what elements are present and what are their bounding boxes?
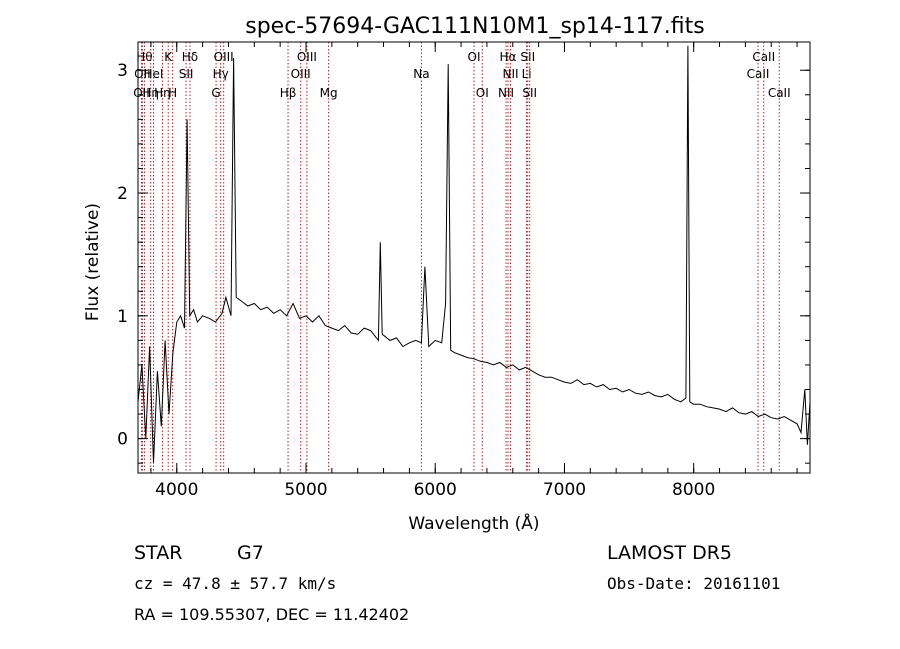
marker-label-10: G — [211, 86, 220, 100]
marker-label-25: SII — [522, 86, 537, 100]
marker-label-16: Mg — [320, 86, 338, 100]
y-axis-label: Flux (relative) — [83, 203, 103, 321]
marker-label-3: Hη — [142, 86, 159, 100]
marker-label-7: H — [168, 86, 177, 100]
marker-label-4: HeI — [144, 67, 164, 81]
obs-date: Obs-Date: 20161101 — [607, 574, 780, 593]
x-tick-label-0: 4000 — [155, 480, 198, 500]
marker-label-14: OIII — [291, 67, 311, 81]
y-tick-label-2: 2 — [117, 184, 128, 204]
coordinates-text: RA = 109.55307, DEC = 11.42402 — [134, 605, 409, 624]
marker-label-12: OIII — [214, 50, 234, 64]
redshift-text: cz = 47.8 ± 57.7 km/s — [134, 574, 336, 593]
x-axis: 4000 5000 6000 7000 8000 — [150, 42, 798, 500]
marker-label-13: Hβ — [280, 86, 297, 100]
x-tick-label-4: 8000 — [672, 480, 715, 500]
marker-label-6: K — [164, 50, 173, 64]
marker-label-0: Hθ — [136, 50, 152, 64]
marker-label-27: CaII — [752, 50, 775, 64]
marker-label-2: OII — [133, 86, 150, 100]
marker-label-19: OI — [476, 86, 489, 100]
marker-label-8: SII — [179, 67, 194, 81]
marker-label-9: Hδ — [182, 50, 198, 64]
x-tick-label-2: 6000 — [414, 480, 457, 500]
marker-label-17: Na — [413, 67, 429, 81]
spectrum-series — [137, 45, 811, 464]
survey-name: LAMOST DR5 — [607, 542, 732, 564]
plot-frame — [137, 41, 811, 474]
marker-label-26: CaII — [747, 67, 770, 81]
marker-label-18: OI — [468, 50, 481, 64]
spectrum-line-0 — [137, 45, 811, 464]
y-tick-label-3: 3 — [117, 61, 128, 81]
marker-label-5: Hη — [154, 86, 171, 100]
marker-label-15: OIII — [297, 50, 317, 64]
marker-label-28: CaII — [768, 86, 791, 100]
object-class: STAR — [134, 542, 182, 564]
marker-label-24: SII — [520, 50, 535, 64]
y-axis: 0 1 2 3 — [117, 61, 810, 464]
marker-label-23: Li — [522, 67, 532, 81]
x-axis-label: Wavelength (Å) — [408, 512, 539, 534]
marker-label-21: Hα — [500, 50, 517, 64]
marker-label-20: NII — [498, 86, 514, 100]
marker-label-11: Hγ — [213, 67, 229, 81]
x-tick-label-1: 5000 — [284, 480, 327, 500]
marker-label-22: NII — [503, 67, 519, 81]
y-tick-label-1: 1 — [117, 307, 128, 327]
y-tick-label-0: 0 — [117, 430, 128, 450]
x-tick-label-3: 7000 — [543, 480, 586, 500]
line-markers: HθOIIOIIHηHeIHηKHSIIHδGHγOIIIHβOIIIOIIIM… — [133, 42, 791, 473]
chart-title: spec-57694-GAC111N10M1_sp14-117.fits — [245, 14, 705, 39]
object-subclass: G7 — [237, 542, 264, 564]
